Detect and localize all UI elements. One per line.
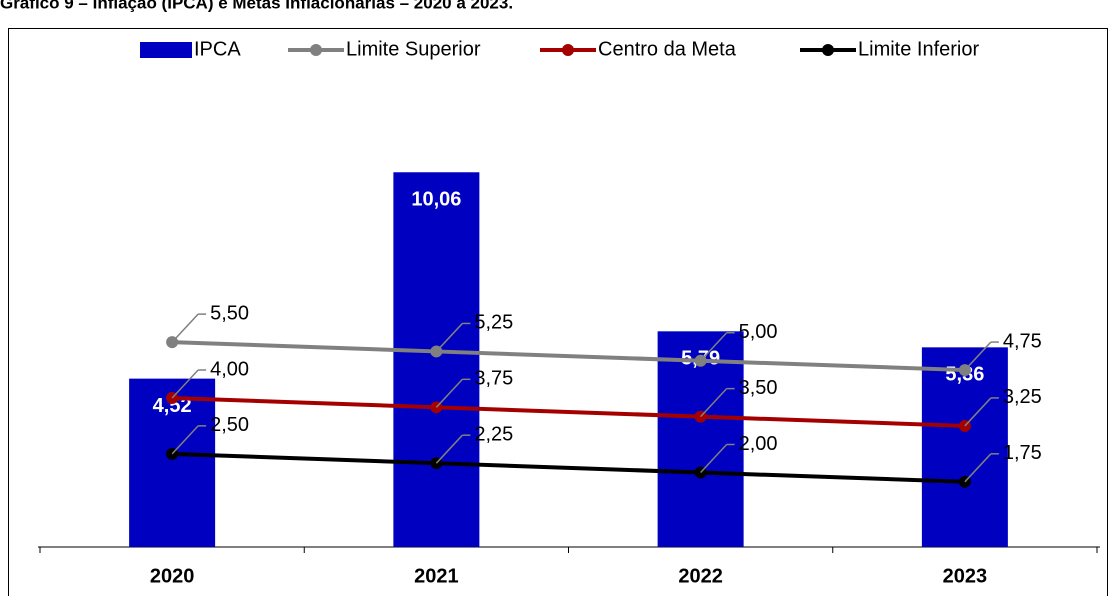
line-value-label: 3,75 bbox=[474, 368, 513, 390]
line-value-label: 2,00 bbox=[739, 433, 778, 455]
line-value-label: 2,25 bbox=[474, 423, 513, 445]
legend-label: Centro da Meta bbox=[598, 38, 737, 60]
line-value-label: 5,50 bbox=[210, 302, 249, 324]
x-tick-label: 2022 bbox=[678, 565, 723, 587]
bar-value-label: 10,06 bbox=[411, 189, 461, 211]
bar bbox=[921, 347, 1008, 547]
bar bbox=[393, 172, 480, 547]
leader-line bbox=[435, 322, 463, 352]
legend-label: Limite Inferior bbox=[858, 38, 979, 60]
x-tick-label: 2021 bbox=[414, 565, 459, 587]
leader-line bbox=[964, 453, 992, 483]
legend-swatch bbox=[822, 44, 834, 56]
line-value-label: 5,25 bbox=[474, 312, 513, 334]
x-tick-label: 2020 bbox=[150, 565, 195, 587]
line bbox=[172, 451, 965, 484]
leader-line bbox=[435, 378, 463, 408]
chart-title: Gráfico 9 – Inflação (IPCA) e Metas Infl… bbox=[0, 0, 513, 12]
line-value-label: 4,00 bbox=[210, 358, 249, 380]
leader-line bbox=[435, 434, 463, 464]
line bbox=[172, 340, 965, 373]
leader-line bbox=[171, 369, 199, 399]
legend-label: Limite Superior bbox=[346, 38, 481, 60]
x-tick-label: 2023 bbox=[943, 565, 988, 587]
leader-line bbox=[700, 332, 728, 362]
leader-line bbox=[700, 443, 728, 474]
line bbox=[172, 396, 965, 428]
bar-value-label: 4,52 bbox=[153, 395, 192, 417]
leader-line bbox=[171, 425, 199, 455]
line-value-label: 5,00 bbox=[739, 321, 778, 343]
line-value-label: 1,75 bbox=[1003, 442, 1042, 464]
chart-frame bbox=[8, 28, 1108, 596]
legend-swatch bbox=[310, 44, 322, 56]
bar bbox=[657, 331, 744, 547]
leader-line bbox=[700, 388, 728, 418]
legend-swatch bbox=[562, 44, 574, 56]
bar bbox=[129, 378, 216, 547]
legend-swatch bbox=[140, 42, 192, 58]
line-value-label: 3,25 bbox=[1003, 386, 1042, 408]
leader-line bbox=[964, 341, 992, 371]
line-value-label: 3,50 bbox=[739, 377, 778, 399]
legend-label: IPCA bbox=[194, 38, 241, 60]
leader-line bbox=[171, 313, 199, 343]
line-value-label: 2,50 bbox=[210, 414, 249, 436]
line-value-label: 4,75 bbox=[1003, 330, 1042, 352]
leader-line bbox=[964, 397, 992, 427]
